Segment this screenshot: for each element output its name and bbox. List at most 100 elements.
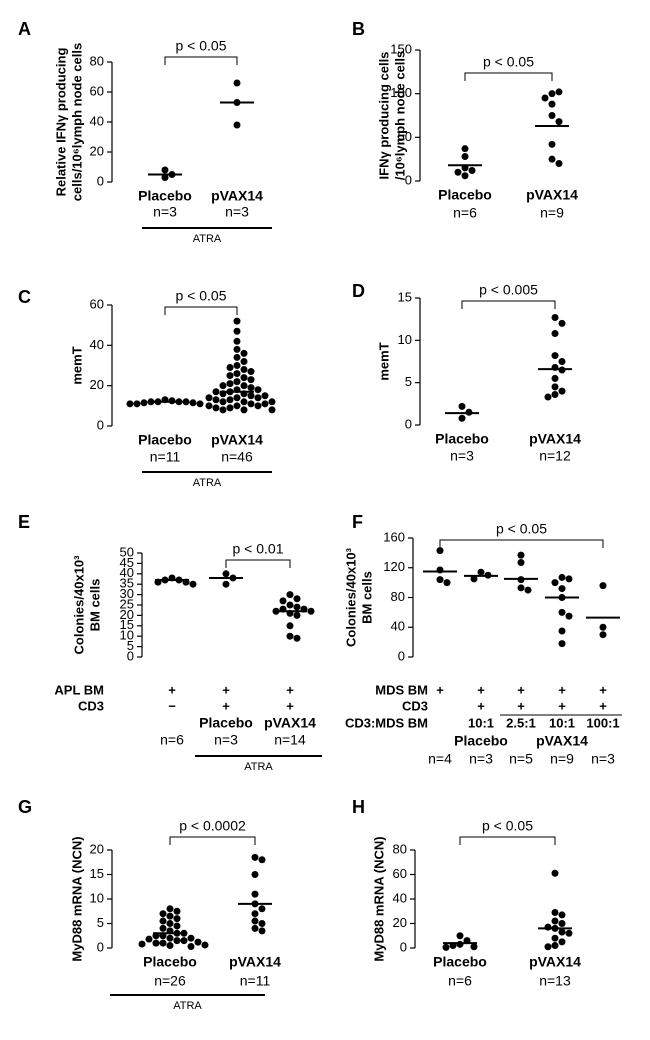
data-point [247, 376, 255, 384]
data-point [551, 869, 559, 877]
data-point [247, 368, 255, 376]
y-tick-label: 80 [90, 53, 104, 68]
data-point [219, 398, 227, 406]
condition-label: MDS BM [375, 682, 428, 697]
data-point [212, 404, 220, 412]
y-tick-label: 0 [405, 172, 412, 187]
data-point [454, 168, 462, 176]
data-point [233, 337, 241, 345]
data-point [555, 160, 563, 168]
x-tick-label: Placebo [433, 954, 487, 970]
condition-value: 10:1 [468, 715, 494, 730]
data-point [240, 357, 248, 365]
y-tick-label: 160 [383, 529, 405, 544]
y-tick-label: 25 [120, 596, 134, 611]
data-point [233, 353, 241, 361]
data-point [541, 94, 549, 102]
y-tick-label: 20 [90, 841, 104, 856]
data-point [152, 939, 160, 947]
data-point [558, 627, 566, 635]
y-tick-label: 40 [90, 337, 104, 352]
data-point [233, 370, 241, 378]
sample-size: n=6 [160, 732, 184, 748]
data-point [138, 940, 146, 948]
significance-bracket [461, 300, 556, 309]
significance-label: p < 0.05 [482, 818, 533, 834]
condition-value: + [599, 698, 607, 713]
significance-label: p < 0.05 [496, 521, 547, 537]
x-tick-label: pVAX14 [536, 733, 588, 749]
y-tick-label: 20 [120, 607, 134, 622]
data-point [240, 349, 248, 357]
data-point [173, 937, 181, 945]
data-point [517, 551, 525, 559]
data-point [458, 402, 466, 410]
significance-bracket [225, 559, 291, 568]
y-tick-label: 15 [90, 866, 104, 881]
y-tick-label: 10 [120, 628, 134, 643]
data-point [159, 939, 167, 947]
data-point [461, 145, 469, 153]
x-tick-label: Placebo [454, 733, 508, 749]
sample-size: n=11 [240, 973, 271, 989]
significance-label: p < 0.05 [483, 54, 534, 70]
data-point [251, 910, 259, 918]
data-point [226, 380, 234, 388]
data-point [233, 378, 241, 386]
x-tick-label: pVAX14 [229, 954, 281, 970]
panel-label: H [352, 797, 365, 817]
data-point [222, 580, 230, 588]
data-point [461, 172, 469, 180]
condition-value: + [517, 682, 525, 697]
data-point [233, 402, 241, 410]
condition-value: + [558, 682, 566, 697]
data-point [189, 580, 197, 588]
data-point [307, 607, 315, 615]
sample-size: n=14 [274, 732, 306, 748]
footer-label: ATRA [193, 477, 222, 489]
data-point [254, 394, 262, 402]
data-point [286, 632, 294, 640]
data-point [599, 582, 607, 590]
condition-value: + [517, 698, 525, 713]
panel-label: G [18, 797, 32, 817]
condition-value: 2.5:1 [506, 715, 536, 730]
x-tick-label: Placebo [143, 954, 197, 970]
data-point [279, 597, 287, 605]
data-point [168, 397, 176, 405]
data-point [189, 399, 197, 407]
footer-label: ATRA [173, 1000, 202, 1012]
data-point [201, 941, 209, 949]
data-point [565, 612, 573, 620]
footer-label: ATRA [244, 761, 273, 773]
significance-label: p < 0.05 [176, 288, 227, 304]
condition-value: − [168, 698, 176, 713]
data-point [258, 920, 266, 927]
x-tick-label: pVAX14 [529, 431, 581, 447]
y-tick-label: 0 [405, 416, 412, 431]
y-axis-label: MyD88 mRNA (NCN) [69, 836, 84, 961]
data-point [258, 856, 266, 864]
data-point [456, 940, 464, 948]
data-point [126, 400, 134, 408]
data-point [548, 155, 556, 163]
sample-size: n=6 [453, 205, 477, 221]
condition-value: 10:1 [549, 715, 575, 730]
data-point [173, 907, 181, 915]
data-point [555, 118, 563, 126]
y-tick-label: 0 [97, 939, 104, 954]
x-tick-label: Placebo [199, 715, 253, 731]
data-point [166, 934, 174, 942]
y-tick-label: 80 [391, 589, 405, 604]
y-tick-label: 60 [393, 866, 407, 881]
significance-bracket [164, 306, 238, 315]
data-point [187, 934, 195, 942]
panel-label: D [352, 281, 365, 301]
data-point [240, 366, 248, 374]
panel-label: C [18, 287, 31, 307]
data-point [544, 943, 552, 951]
data-point [551, 330, 559, 338]
y-tick-label: 150 [390, 41, 412, 56]
data-point [258, 905, 266, 913]
